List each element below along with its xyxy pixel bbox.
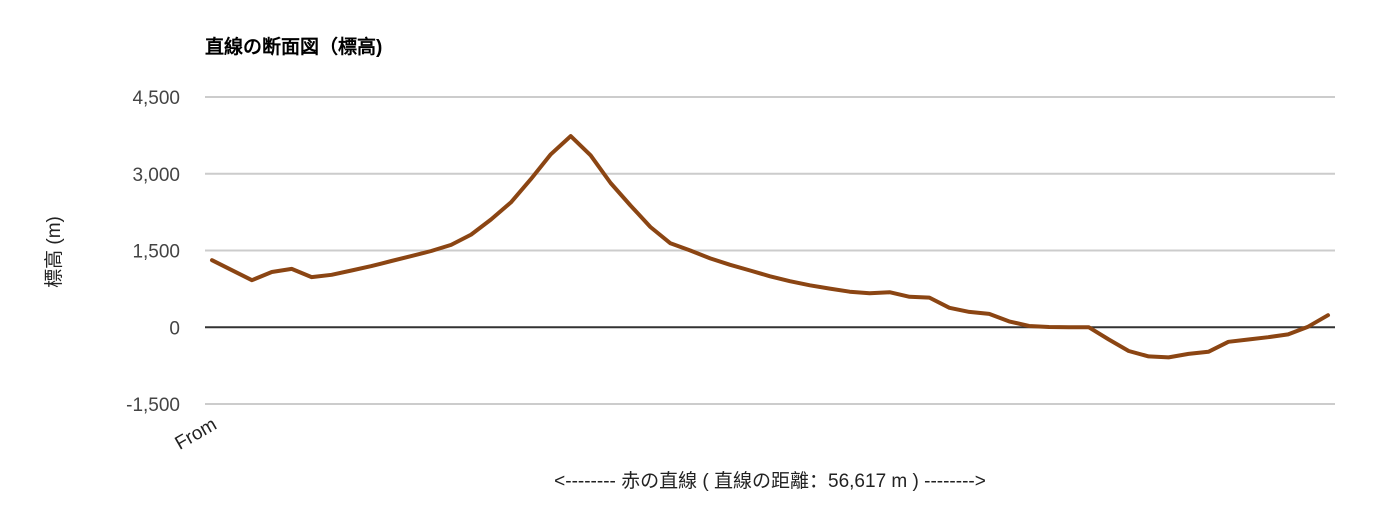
x-tick-label: From: [172, 414, 221, 454]
y-tick-label: 0: [169, 318, 180, 339]
elevation-line: [210, 134, 1330, 360]
y-tick-label: -1,500: [126, 395, 180, 416]
y-tick-label: 1,500: [132, 242, 180, 263]
x-axis-label: <-------- 赤の直線 ( 直線の距離：56,617 m ) ------…: [554, 470, 986, 492]
y-axis-label: 標高 (m): [43, 216, 65, 288]
y-tick-label: 4,500: [132, 88, 180, 109]
y-tick-label: 3,000: [132, 165, 180, 186]
chart-title: 直線の断面図（標高): [205, 35, 382, 58]
